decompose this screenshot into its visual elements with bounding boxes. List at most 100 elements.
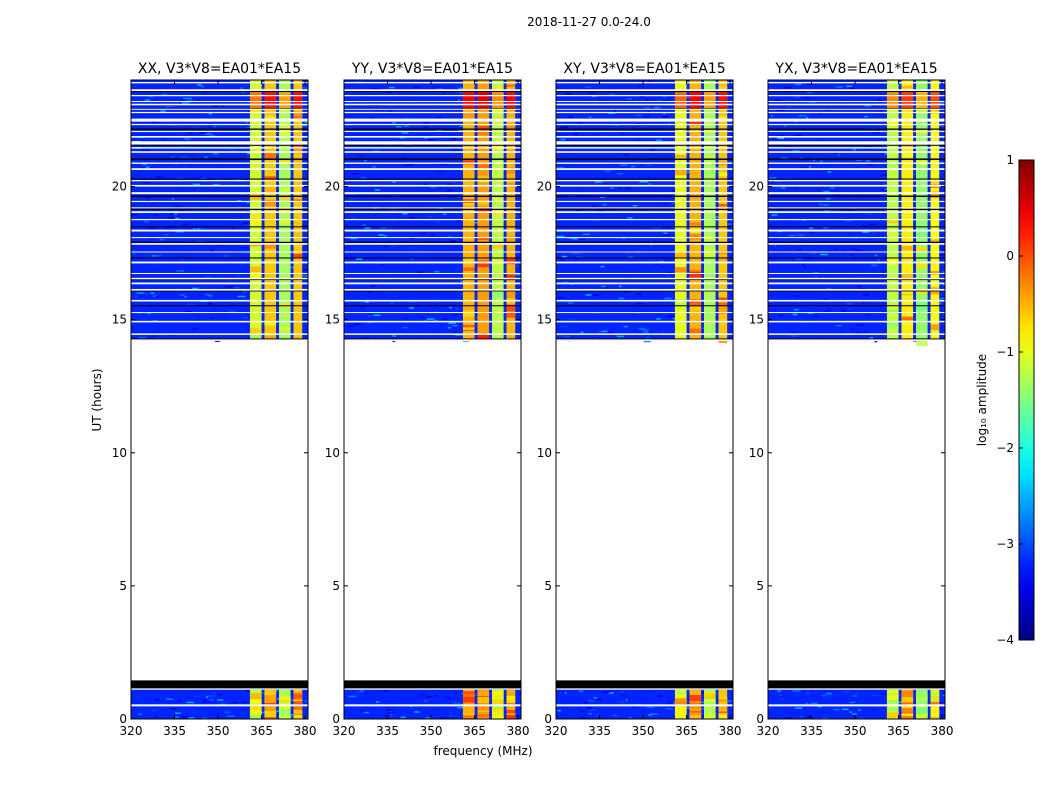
y-tick-label: 5 <box>332 579 340 593</box>
noise-speckle <box>868 223 877 226</box>
band-variation <box>491 143 504 150</box>
band-variation <box>689 328 702 334</box>
white-flag-row <box>131 339 308 341</box>
noise-speckle <box>223 317 229 320</box>
noise-speckle <box>348 695 357 698</box>
noise-speckle <box>405 164 413 166</box>
noise-speckle <box>775 109 784 112</box>
noise-speckle <box>850 87 855 90</box>
band-2 <box>491 80 504 341</box>
noise-speckle <box>227 310 235 313</box>
noise-speckle <box>426 696 433 698</box>
noise-speckle <box>646 706 655 708</box>
noise-speckle <box>842 691 850 693</box>
noise-speckle <box>455 307 459 310</box>
noise-speckle <box>835 324 842 327</box>
noise-speckle <box>371 285 378 287</box>
noise-speckle <box>136 292 145 294</box>
band-variation <box>718 256 728 262</box>
white-flag-row <box>131 261 308 264</box>
noise-speckle <box>563 336 571 338</box>
noise-speckle <box>826 287 832 290</box>
band-3 <box>506 80 516 341</box>
noise-speckle <box>502 95 509 98</box>
noise-speckle <box>367 315 372 317</box>
noise-speckle <box>346 703 349 705</box>
noise-speckle <box>806 692 810 694</box>
noise-speckle <box>783 125 787 127</box>
noise-speckle <box>794 308 800 311</box>
band-variation <box>886 712 899 717</box>
white-flag-row <box>556 272 733 274</box>
noise-speckle <box>647 110 651 113</box>
white-flag-row <box>131 320 308 323</box>
noise-speckle <box>560 325 569 328</box>
noise-speckle <box>795 707 803 709</box>
band-variation <box>249 328 262 336</box>
noise-speckle <box>582 233 590 236</box>
noise-speckle <box>651 695 655 697</box>
white-flag-row <box>131 237 308 239</box>
band-variation <box>293 692 303 696</box>
white-flag-row <box>556 282 733 285</box>
noise-speckle <box>588 713 592 715</box>
noise-speckle <box>434 271 440 273</box>
noise-speckle <box>346 325 354 327</box>
noise-speckle <box>182 273 185 275</box>
noise-speckle <box>623 325 628 328</box>
band-variation <box>930 716 940 719</box>
noise-speckle <box>459 293 466 296</box>
noise-speckle <box>447 189 453 192</box>
colorbar-gradient <box>1018 159 1035 641</box>
white-flag-row <box>768 151 945 153</box>
noise-speckle <box>592 698 596 701</box>
noise-speckle <box>658 225 662 227</box>
noise-speckle <box>487 714 496 716</box>
noise-speckle <box>814 275 818 278</box>
noise-speckle <box>383 245 388 248</box>
x-tick-label: 350 <box>207 724 230 738</box>
band-variation <box>718 204 728 207</box>
noise-speckle <box>149 238 155 240</box>
white-flag-row <box>556 142 733 145</box>
noise-speckle <box>665 708 674 710</box>
noise-speckle <box>140 167 144 169</box>
noise-speckle <box>411 324 416 327</box>
noise-speckle <box>453 314 458 316</box>
band-bright-block <box>689 90 702 110</box>
noise-speckle <box>182 223 189 226</box>
dark-flag-row <box>556 90 733 92</box>
noise-speckle <box>592 312 599 314</box>
noise-speckle <box>520 203 521 205</box>
dark-flag-row <box>768 128 945 130</box>
noise-speckle <box>561 255 568 258</box>
noise-speckle <box>391 245 396 247</box>
noise-speckle <box>635 312 640 314</box>
noise-speckle <box>912 137 916 140</box>
noise-speckle <box>411 246 417 249</box>
dark-flag-row <box>344 158 521 161</box>
noise-speckle <box>360 690 363 692</box>
noise-speckle <box>501 117 506 120</box>
noise-speckle <box>827 171 832 173</box>
band-variation <box>278 705 291 712</box>
white-flag-row <box>131 130 308 133</box>
noise-speckle <box>518 297 521 300</box>
noise-speckle <box>649 259 656 262</box>
band-variation <box>506 84 516 87</box>
white-flag-row <box>131 200 308 203</box>
band-variation <box>674 154 687 158</box>
black-gap-band <box>131 680 308 689</box>
noise-speckle <box>174 259 181 261</box>
band-variation <box>278 696 291 701</box>
noise-speckle <box>855 159 863 161</box>
noise-speckle <box>629 716 632 719</box>
noise-speckle <box>725 223 733 225</box>
noise-speckle <box>897 194 902 197</box>
noise-speckle <box>784 86 793 89</box>
dark-flag-row <box>768 208 945 210</box>
noise-speckle <box>148 95 154 98</box>
noise-speckle <box>427 318 435 320</box>
noise-speckle <box>937 302 942 305</box>
noise-speckle <box>198 132 207 134</box>
